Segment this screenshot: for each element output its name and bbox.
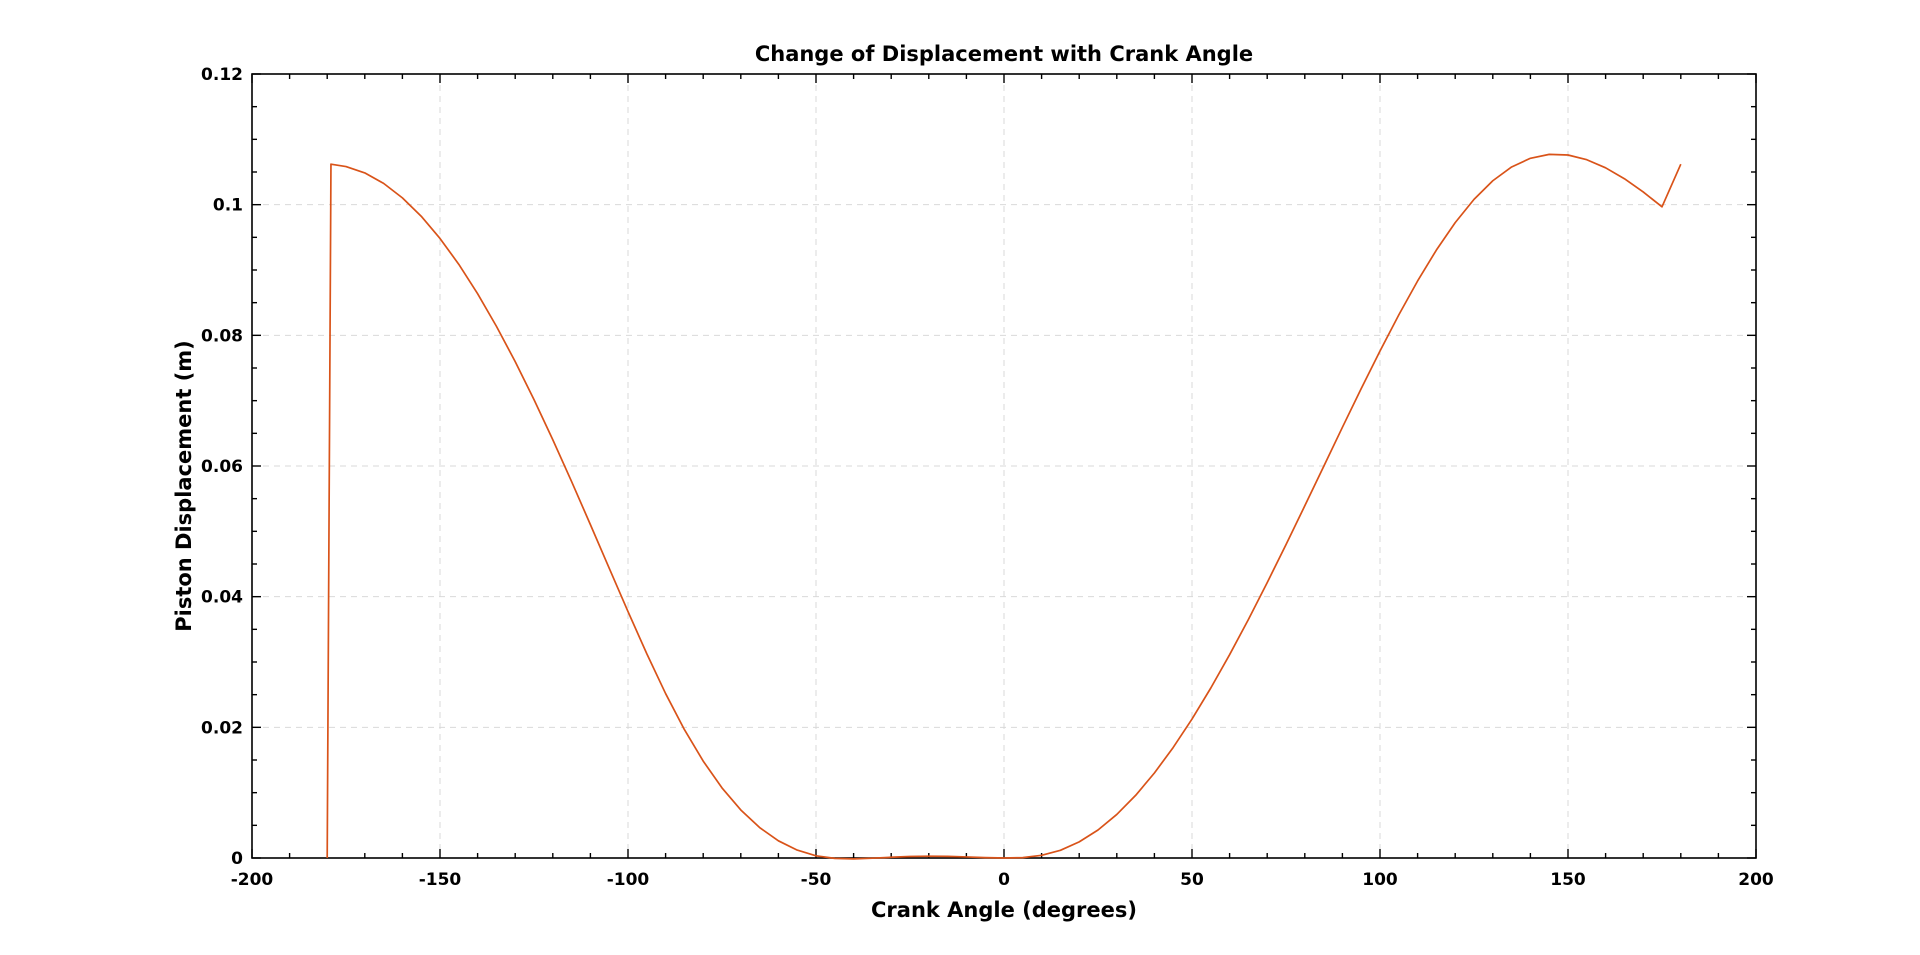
y-tick-label: 0.02 (201, 718, 243, 738)
y-tick-label: 0.04 (201, 588, 243, 608)
chart-title: Change of Displacement with Crank Angle (755, 42, 1253, 66)
y-tick-label: 0.06 (201, 457, 243, 477)
x-tick-label: -150 (419, 870, 462, 890)
x-tick-labels: -200 -150 -100 -50 0 50 100 150 200 (231, 870, 1774, 890)
minor-ticks (252, 74, 1756, 858)
y-tick-labels: 0 0.02 0.04 0.06 0.08 0.1 0.12 (201, 65, 243, 869)
x-axis-label: Crank Angle (degrees) (871, 898, 1137, 922)
y-tick-label: 0.08 (201, 326, 243, 346)
y-tick-label: 0 (231, 849, 243, 869)
x-tick-label: -50 (801, 870, 832, 890)
y-tick-label: 0.1 (213, 196, 243, 216)
x-tick-label: 0 (998, 870, 1010, 890)
x-tick-label: 100 (1362, 870, 1398, 890)
x-tick-label: 150 (1550, 870, 1586, 890)
y-tick-label: 0.12 (201, 65, 243, 85)
x-tick-label: 200 (1738, 870, 1774, 890)
series-line (326, 153, 1682, 860)
y-axis-label: Piston Displacement (m) (172, 340, 196, 632)
x-tick-label: -100 (607, 870, 650, 890)
grid-layer (252, 74, 1756, 858)
x-tick-label: -200 (231, 870, 274, 890)
x-tick-label: 50 (1180, 870, 1204, 890)
